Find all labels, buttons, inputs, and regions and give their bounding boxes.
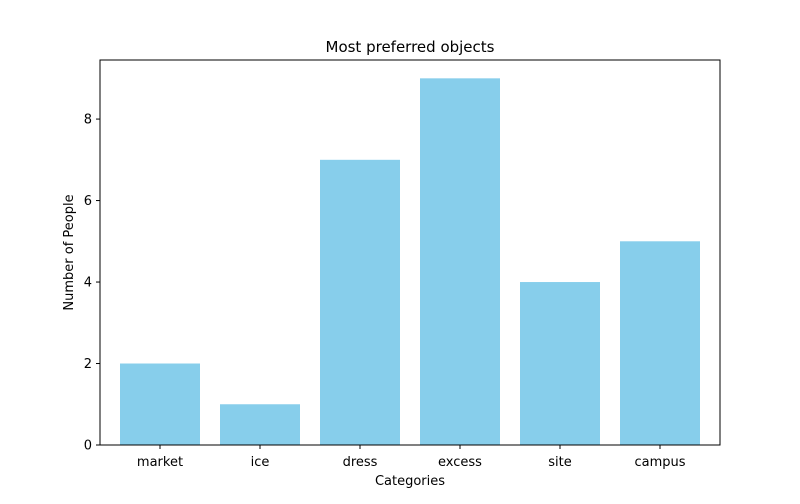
y-tick-label: 2 — [84, 357, 92, 372]
y-axis-label: Number of People — [62, 194, 77, 310]
x-tick-label: campus — [634, 455, 685, 470]
plot-frame — [99, 59, 721, 446]
x-tick-label: ice — [251, 455, 270, 470]
bar-site — [520, 282, 600, 445]
y-tick-label: 8 — [84, 113, 92, 128]
y-tick-label: 6 — [84, 194, 92, 209]
y-axis-ticks: 0 2 4 6 8 — [84, 113, 100, 454]
bar-excess — [420, 78, 500, 445]
x-tick-label: dress — [343, 455, 378, 470]
bar-ice — [220, 404, 300, 445]
x-tick-label: market — [137, 455, 183, 470]
bar-campus — [620, 241, 700, 445]
x-tick-label: site — [548, 455, 571, 470]
bars-layer — [120, 78, 700, 445]
x-tick-label: excess — [438, 455, 482, 470]
y-tick-label: 4 — [84, 276, 92, 291]
x-axis-label: Categories — [375, 474, 445, 489]
bar-dress — [320, 159, 400, 445]
bar-market — [120, 363, 200, 445]
x-axis-ticks: market ice dress excess site campus — [137, 445, 686, 470]
y-tick-label: 0 — [84, 439, 92, 454]
chart-title: Most preferred objects — [326, 38, 495, 56]
